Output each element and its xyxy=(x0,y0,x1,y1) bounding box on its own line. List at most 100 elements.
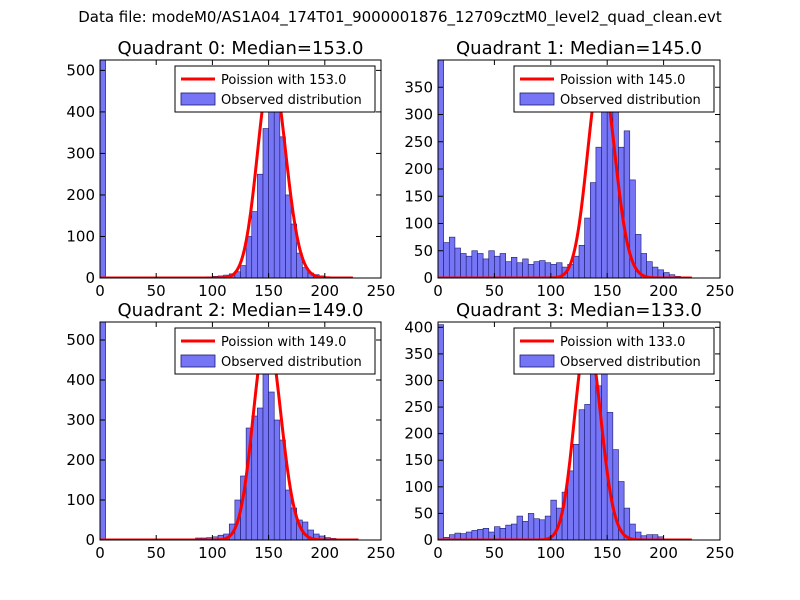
legend-label-observed: Observed distribution xyxy=(560,355,701,370)
x-tick-label: 150 xyxy=(593,282,622,300)
y-tick-label: 150 xyxy=(404,451,433,469)
histogram-bar xyxy=(522,521,529,540)
legend: Poission with 145.0 Observed distribution xyxy=(513,65,715,113)
histogram-bar xyxy=(494,526,501,540)
legend-label-model: Poission with 145.0 xyxy=(560,73,685,88)
y-tick-label: 50 xyxy=(414,242,433,260)
x-tick-label: 50 xyxy=(147,282,166,300)
x-tick-label: 0 xyxy=(95,282,105,300)
x-tick-label: 100 xyxy=(536,282,565,300)
histogram-bar xyxy=(550,264,557,278)
histogram-bar xyxy=(262,128,269,278)
y-tick-label: 500 xyxy=(66,61,95,79)
y-tick-label: 150 xyxy=(404,187,433,205)
x-tick-label: 100 xyxy=(536,544,565,562)
histogram-bar xyxy=(268,391,275,540)
subplot-quadrant-1: 0 50 100 150 200 250 0 50 100 150 200 250 300 350 Quad… xyxy=(404,38,734,300)
legend-label-model: Poission with 149.0 xyxy=(221,335,346,350)
figure-title: Data file: modeM0/AS1A04_174T01_90000018… xyxy=(78,8,722,26)
legend-swatch-observed xyxy=(519,92,555,106)
histogram-bar xyxy=(465,255,473,278)
y-tick-label: 400 xyxy=(66,371,95,389)
histogram-bar xyxy=(285,194,292,278)
y-tick-label: 350 xyxy=(404,78,433,96)
y-tick-label: 300 xyxy=(66,144,95,162)
y-tick-label: 100 xyxy=(404,478,433,496)
legend-label-observed: Observed distribution xyxy=(221,93,362,108)
histogram-bar xyxy=(511,256,518,278)
histogram-bar xyxy=(499,253,506,278)
histogram-bar xyxy=(533,518,540,540)
x-tick-label: 50 xyxy=(485,544,504,562)
x-tick-label: 200 xyxy=(649,544,678,562)
histogram-bar xyxy=(471,250,478,278)
subplot-title: Quadrant 0: Median=153.0 xyxy=(118,38,364,59)
legend: Poission with 153.0 Observed distribution xyxy=(174,65,376,113)
y-tick-label: 250 xyxy=(404,133,433,151)
histogram-bar xyxy=(623,130,631,278)
x-tick-label: 200 xyxy=(649,282,678,300)
histogram-bar xyxy=(454,247,461,278)
y-tick-label: 300 xyxy=(404,106,433,124)
y-tick-label: 300 xyxy=(66,411,95,429)
histogram-bar xyxy=(443,242,450,278)
histogram-bar xyxy=(257,173,264,278)
subplot-title: Quadrant 2: Median=149.0 xyxy=(118,300,364,321)
x-tick-label: 100 xyxy=(198,282,227,300)
x-tick-label: 150 xyxy=(254,544,283,562)
y-tick-label: 0 xyxy=(423,531,433,549)
histogram-bar xyxy=(573,443,580,540)
x-tick-label: 150 xyxy=(593,544,622,562)
histogram-bar xyxy=(251,211,258,278)
histogram-bar xyxy=(584,217,591,278)
legend-swatch-observed xyxy=(180,354,216,368)
histogram-bar xyxy=(477,253,484,278)
histogram-bar xyxy=(482,258,490,278)
histogram-bar xyxy=(539,519,546,540)
poisson-curve xyxy=(100,330,359,540)
subplot-quadrant-2: 0 50 100 150 200 250 0 100 200 300 400 500 Quadrant … xyxy=(66,300,395,562)
histogram-bar xyxy=(448,236,456,278)
histogram-bar xyxy=(511,523,518,540)
histogram-bar xyxy=(533,261,540,278)
histogram-bar xyxy=(257,407,264,540)
histogram-bar xyxy=(240,265,247,278)
x-tick-label: 250 xyxy=(706,282,735,300)
histogram-bar xyxy=(285,489,292,540)
y-tick-label: 100 xyxy=(66,491,95,509)
subplot-quadrant-3: 0 50 100 150 200 250 0 50 100 150 200 250 300 350 400 Q… xyxy=(404,300,734,562)
legend-box xyxy=(174,65,376,113)
legend-swatch-observed xyxy=(519,354,555,368)
x-tick-label: 200 xyxy=(310,544,339,562)
legend-label-model: Poission with 133.0 xyxy=(560,335,685,350)
x-tick-label: 0 xyxy=(95,544,105,562)
x-tick-label: 0 xyxy=(433,282,443,300)
histogram-bar xyxy=(505,524,512,540)
histogram-bar xyxy=(505,261,512,278)
y-tick-label: 200 xyxy=(404,160,433,178)
x-tick-label: 250 xyxy=(367,544,396,562)
legend-label-observed: Observed distribution xyxy=(560,93,701,108)
y-tick-label: 200 xyxy=(404,425,433,443)
y-tick-label: 300 xyxy=(404,371,433,389)
y-tick-label: 200 xyxy=(66,451,95,469)
histogram-bar xyxy=(460,253,467,278)
axes-frame xyxy=(99,321,382,541)
histogram-bar xyxy=(273,419,281,540)
x-tick-label: 0 xyxy=(433,544,443,562)
x-tick-label: 250 xyxy=(367,282,396,300)
y-tick-label: 50 xyxy=(414,504,433,522)
y-tick-label: 200 xyxy=(66,186,95,204)
histogram-bar xyxy=(589,182,597,278)
histogram-bar xyxy=(595,146,602,278)
x-tick-label: 50 xyxy=(485,282,504,300)
histogram-bar xyxy=(527,513,535,540)
histogram-bar xyxy=(516,515,523,540)
histogram-bar xyxy=(262,371,269,540)
histogram-bar xyxy=(578,245,585,278)
subplot-title: Quadrant 1: Median=145.0 xyxy=(456,38,702,59)
histogram-bar xyxy=(516,262,523,278)
histogram-bar xyxy=(522,258,529,278)
